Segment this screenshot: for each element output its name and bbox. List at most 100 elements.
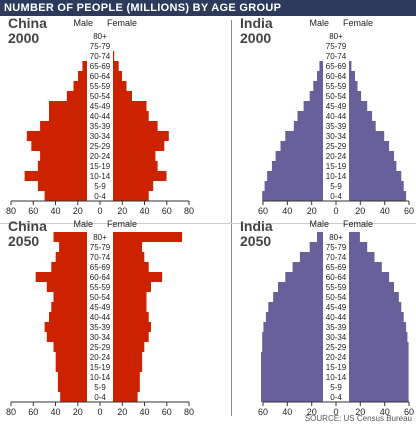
china-2050-male-bar	[60, 392, 98, 402]
china-2000-age-label: 45-49	[90, 102, 111, 111]
india-2050-female-bar	[338, 312, 404, 322]
india-2050-female-bar	[338, 252, 375, 262]
india-2000-female-bar	[338, 111, 373, 121]
india-2050-female-bar	[338, 332, 408, 342]
china-2000-x-tick-label: 60	[28, 206, 38, 216]
china-2050-x-tick-label: 80	[6, 407, 16, 417]
china-2000-x-tick-label: 40	[139, 206, 149, 216]
china-2000-female-bar	[102, 141, 165, 151]
india-2050-female-bar	[338, 382, 409, 392]
india-2050-male-bar	[261, 392, 334, 402]
india-2000-female-bar	[338, 171, 402, 181]
india-2050-male-label: Male	[309, 219, 329, 229]
india-2000-male-bar	[297, 111, 334, 121]
china-2000-age-label: 60-64	[90, 72, 111, 81]
india-2000-age-label: 30-34	[326, 132, 347, 141]
india-2000-male-bar	[275, 151, 334, 161]
china-2050-female-bar	[102, 322, 151, 332]
india-2000-male-label: Male	[309, 18, 329, 28]
india-2000-age-label: 25-29	[326, 142, 347, 151]
china-2050-age-label: 0-4	[94, 393, 106, 402]
india-2000-female-bar	[338, 181, 404, 191]
india-2000-male-bar	[285, 131, 334, 141]
india-2050-female-bar	[338, 342, 409, 352]
china-2000-x-tick-label: 40	[50, 206, 60, 216]
china-2050-male-bar	[57, 372, 98, 382]
india-2000-female-bar	[338, 91, 362, 101]
india-2000-age-label: 50-54	[326, 92, 347, 101]
india-2050-male-bar	[268, 302, 334, 312]
india-2050-age-label: 30-34	[326, 333, 347, 342]
china-2050-female-bar	[102, 282, 151, 292]
india-2000-age-label: 5-9	[330, 182, 342, 191]
china-2050-age-label: 75-79	[90, 243, 111, 252]
china-2050-age-label: 55-59	[90, 283, 111, 292]
india-2000-age-label: 55-59	[326, 82, 347, 91]
india-2050-age-label: 70-74	[326, 253, 347, 262]
china-2000-age-label: 35-39	[90, 122, 111, 131]
china-2050-x-tick-label: 0	[97, 407, 102, 417]
china-2000-x-tick-label: 20	[73, 206, 83, 216]
india-2050-label-column	[323, 230, 349, 402]
china-2050-label-column	[87, 230, 113, 402]
india-2000-x-tick-label: 20	[307, 206, 317, 216]
india-2050-age-label: 75-79	[326, 243, 347, 252]
india-2000-x-tick-label: 40	[380, 206, 390, 216]
china-2000-female-bar	[102, 121, 158, 131]
india-2050-female-bar	[338, 302, 402, 312]
china-2050-female-bar	[102, 342, 145, 352]
china-2000-age-label: 40-44	[90, 112, 111, 121]
india-2050-age-label: 15-19	[326, 363, 347, 372]
china-2050-male-bar	[46, 282, 98, 292]
india-2000-female-bar	[338, 121, 376, 131]
india-2050-x-tick-label: 40	[282, 407, 292, 417]
china-2000-male-bar	[49, 101, 98, 111]
india-2000-age-label: 65-69	[326, 62, 347, 71]
india-2050-male-bar	[285, 272, 334, 282]
india-2050-female-bar	[338, 282, 394, 292]
china-2000-male-bar	[40, 151, 98, 161]
china-2050-x-tick-label: 40	[139, 407, 149, 417]
india-2000-x-tick-label: 20	[355, 206, 365, 216]
china-2050-male-bar	[49, 312, 98, 322]
china-2050-female-bar	[102, 382, 140, 392]
china-2050-male-bar	[55, 352, 98, 362]
india-2050-age-label: 35-39	[326, 323, 347, 332]
china-2050-x-tick-label: 80	[184, 407, 194, 417]
horizontal-divider	[0, 223, 416, 224]
china-2050-female-bar	[102, 392, 138, 402]
india-2000-female-bar	[338, 101, 368, 111]
india-2050-male-bar	[263, 322, 334, 332]
china-2000-age-label: 20-24	[90, 152, 111, 161]
india-2050-age-label: 65-69	[326, 263, 347, 272]
china-2050-age-label: 30-34	[90, 333, 111, 342]
china-2050-x-tick-label: 40	[50, 407, 60, 417]
india-2050-age-label: 0-4	[330, 393, 342, 402]
china-2000-female-bar	[102, 181, 154, 191]
india-2050-x-tick-label: 20	[307, 407, 317, 417]
china-2050-year-label: 2050	[8, 233, 39, 249]
china-2050-male-bar	[51, 302, 98, 312]
india-2050-male-bar	[309, 242, 334, 252]
china-2000-x-tick-label: 20	[117, 206, 127, 216]
india-2050-female-label: Female	[343, 219, 373, 229]
india-2050-male-bar	[261, 372, 334, 382]
india-2050-age-label: 20-24	[326, 353, 347, 362]
china-2000-age-label: 15-19	[90, 162, 111, 171]
china-2000-country-label: China	[8, 15, 47, 31]
china-2050-male-bar	[59, 242, 98, 252]
china-2000-age-label: 10-14	[90, 172, 111, 181]
india-2050-female-bar	[338, 352, 409, 362]
india-2000-age-label: 0-4	[330, 192, 342, 201]
china-2000-male-bar	[44, 191, 98, 201]
china-2050-female-label: Female	[107, 219, 137, 229]
china-2000-age-label: 75-79	[90, 42, 111, 51]
china-2000-age-label: 80+	[93, 32, 107, 41]
china-2000-age-label: 50-54	[90, 92, 111, 101]
india-2050-age-label: 55-59	[326, 283, 347, 292]
india-2050-male-bar	[299, 252, 334, 262]
china-2050-female-bar	[102, 332, 149, 342]
